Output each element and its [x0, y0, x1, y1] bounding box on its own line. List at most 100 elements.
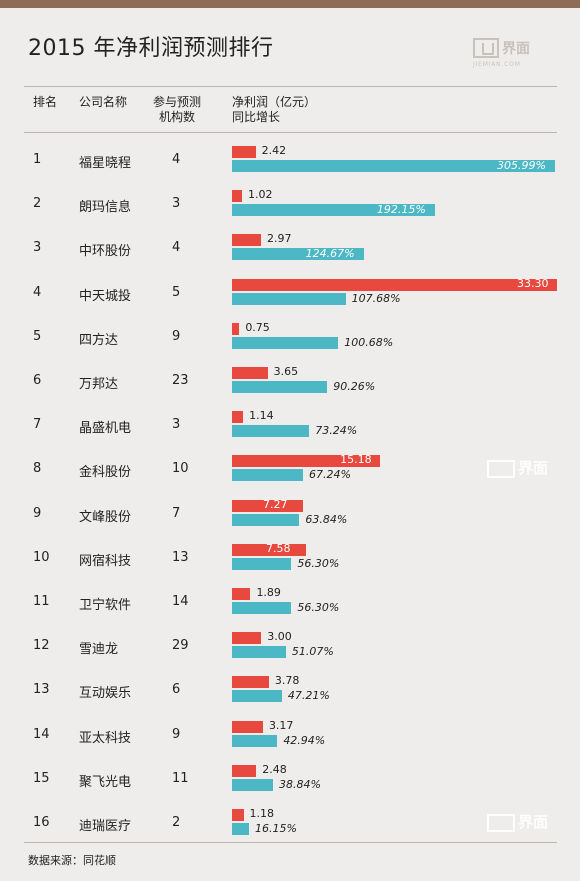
header-company: 公司名称 — [79, 95, 128, 109]
rank-cell: 6 — [33, 373, 42, 388]
rank-cell: 15 — [33, 770, 50, 786]
profit-bar — [232, 278, 557, 291]
rank-cell: 16 — [33, 815, 50, 830]
growth-value-label: 90.26% — [333, 380, 376, 393]
rank-cell: 11 — [33, 594, 50, 609]
growth-value-label: 73.24% — [315, 424, 358, 438]
table-row: 12 雪迪龙 29 3.00 51.07% — [0, 624, 580, 668]
institution-count-cell: 14 — [172, 594, 189, 609]
growth-bar — [232, 336, 339, 349]
profit-bar — [232, 455, 381, 468]
growth-bar — [232, 204, 435, 217]
growth-bar — [232, 513, 300, 526]
growth-bar — [232, 602, 292, 614]
watermark-icon — [487, 459, 515, 478]
profit-value-label: 2.42 — [261, 144, 287, 157]
institution-count-cell: 3 — [172, 196, 181, 212]
company-cell: 聚飞光电 — [79, 774, 132, 790]
profit-value-label: 1.18 — [249, 807, 275, 820]
table-row: 13 互动娱乐 6 3.78 47.21% — [0, 668, 580, 712]
table-row: 7 晶盛机电 3 1.14 73.24% — [0, 403, 580, 447]
watermark-text: 界面 — [518, 459, 549, 477]
rank-cell: 4 — [33, 284, 42, 300]
company-cell: 迪瑞医疗 — [79, 819, 132, 834]
institution-count-cell: 9 — [172, 328, 181, 344]
growth-bar — [232, 425, 310, 438]
company-cell: 朗玛信息 — [79, 200, 132, 216]
company-cell: 雪迪龙 — [79, 642, 119, 658]
jiemian-logo-icon: 界面 JIEMIAN.COM — [473, 38, 545, 70]
profit-bar — [232, 632, 262, 645]
table-row: 14 亚太科技 9 3.17 42.94% — [0, 713, 580, 757]
growth-value-label: 100.68% — [344, 335, 394, 349]
institution-count-cell: 7 — [172, 505, 181, 521]
growth-value-label: 47.21% — [287, 689, 330, 703]
growth-bar — [232, 381, 328, 393]
institution-count-cell: 10 — [172, 461, 189, 477]
profit-bar — [232, 543, 306, 556]
rank-cell: 14 — [33, 726, 50, 742]
header-count-line2: 机构数 — [159, 110, 196, 124]
growth-value-label: 67.24% — [308, 468, 351, 482]
institution-count-cell: 11 — [172, 770, 189, 786]
growth-bar — [232, 248, 364, 261]
growth-bar — [232, 160, 555, 172]
profit-bar — [232, 588, 251, 600]
footer-rule — [24, 842, 557, 843]
profit-value-label: 3.65 — [273, 365, 299, 378]
table-row: 9 文峰股份 7 7.27 63.84% — [0, 492, 580, 536]
profit-value-label: 33.30 — [517, 276, 549, 290]
table-row: 16 迪瑞医疗 2 1.18 16.15% — [0, 801, 580, 845]
growth-value-label: 192.15% — [376, 203, 426, 217]
profit-bar — [232, 499, 303, 512]
table-row: 15 聚飞光电 11 2.48 38.84% — [0, 757, 580, 801]
profit-bar — [232, 676, 269, 689]
company-cell: 网宿科技 — [79, 553, 132, 569]
profit-value-label: 3.00 — [267, 630, 292, 644]
table-row: 3 中环股份 4 2.97 124.67% — [0, 226, 580, 270]
profit-value-label: 0.75 — [245, 320, 270, 334]
growth-value-label: 16.15% — [255, 822, 297, 835]
growth-value-label: 56.30% — [297, 601, 340, 614]
profit-value-label: 7.58 — [265, 541, 291, 555]
header-top-rule — [24, 86, 557, 87]
logo-mark — [473, 38, 499, 58]
table-row: 6 万邦达 23 3.65 90.26% — [0, 359, 580, 403]
data-source: 数据来源：同花顺 — [28, 854, 116, 867]
rank-cell: 5 — [33, 328, 42, 344]
institution-count-cell: 4 — [172, 240, 181, 256]
rank-cell: 2 — [33, 196, 42, 212]
profit-bar — [232, 367, 268, 379]
table-row: 4 中天城投 5 33.30 107.68% — [0, 271, 580, 315]
company-cell: 卫宁软件 — [79, 598, 132, 613]
growth-value-label: 56.30% — [297, 556, 340, 570]
table-row: 10 网宿科技 13 7.58 56.30% — [0, 536, 580, 580]
institution-count-cell: 9 — [172, 726, 181, 742]
table-row: 11 卫宁软件 14 1.89 56.30% — [0, 580, 580, 624]
rank-cell: 3 — [33, 240, 42, 256]
table-row: 5 四方达 9 0.75 100.68% — [0, 315, 580, 359]
company-cell: 晶盛机电 — [79, 421, 132, 437]
company-cell: 四方达 — [79, 332, 119, 348]
profit-bar — [232, 720, 263, 733]
institution-count-cell: 6 — [172, 682, 181, 698]
institution-count-cell: 3 — [172, 417, 181, 433]
table-row: 2 朗玛信息 3 1.02 192.15% — [0, 182, 580, 226]
table-row: 8 金科股份 10 15.18 67.24% — [0, 447, 580, 491]
institution-count-cell: 23 — [172, 373, 189, 388]
watermark-icon — [487, 813, 515, 832]
growth-value-label: 51.07% — [291, 645, 334, 659]
profit-value-label: 3.17 — [268, 718, 294, 732]
growth-value-label: 42.94% — [283, 733, 326, 747]
profit-bar — [232, 190, 242, 203]
header-bottom-rule — [24, 132, 557, 133]
rank-cell: 7 — [33, 417, 42, 433]
rank-cell: 13 — [33, 682, 50, 698]
header-profit: 净利润（亿元） — [232, 95, 317, 109]
top-accent-bar — [0, 0, 580, 8]
growth-value-label: 107.68% — [351, 291, 401, 305]
profit-bar — [232, 809, 244, 821]
growth-value-label: 38.84% — [278, 777, 321, 791]
logo-text: 界面 — [502, 41, 530, 57]
growth-bar — [232, 823, 250, 835]
